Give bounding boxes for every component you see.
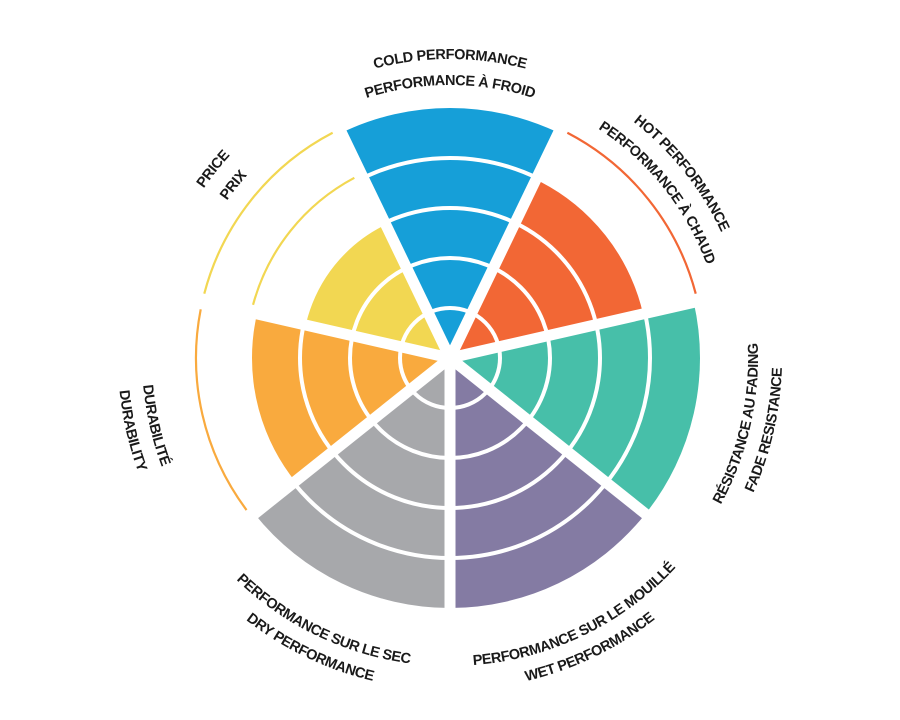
label-price-line-2: PRIX: [217, 167, 251, 203]
label-cold-line-2: PERFORMANCE À FROID: [363, 73, 537, 102]
bar-fade: [450, 302, 701, 514]
bar-dry: [254, 358, 450, 608]
guide-arc-price-5: [203, 131, 334, 294]
sector-divider: [319, 94, 455, 361]
sector-divider: [448, 288, 734, 364]
sector-dividers: [166, 94, 734, 648]
label-price-2: PRIX: [217, 167, 250, 203]
sector-divider: [166, 288, 452, 364]
label-cold-line-1: COLD PERFORMANCE: [372, 47, 530, 73]
bar-cold: [341, 107, 559, 358]
guide-arc-hot-5: [566, 131, 697, 294]
label-cold-2: PERFORMANCE À FROID: [363, 73, 537, 102]
label-cold-1: COLD PERFORMANCE: [372, 47, 529, 73]
max-guide-arcs: [194, 131, 697, 511]
bar-wet: [450, 358, 646, 608]
guide-arc-durability-5: [194, 309, 248, 511]
sector-divider: [445, 94, 581, 361]
sector-divider: [446, 353, 681, 544]
sector-bars: [249, 107, 701, 608]
guide-arc-price-4: [251, 176, 355, 306]
sector-divider: [219, 353, 454, 544]
